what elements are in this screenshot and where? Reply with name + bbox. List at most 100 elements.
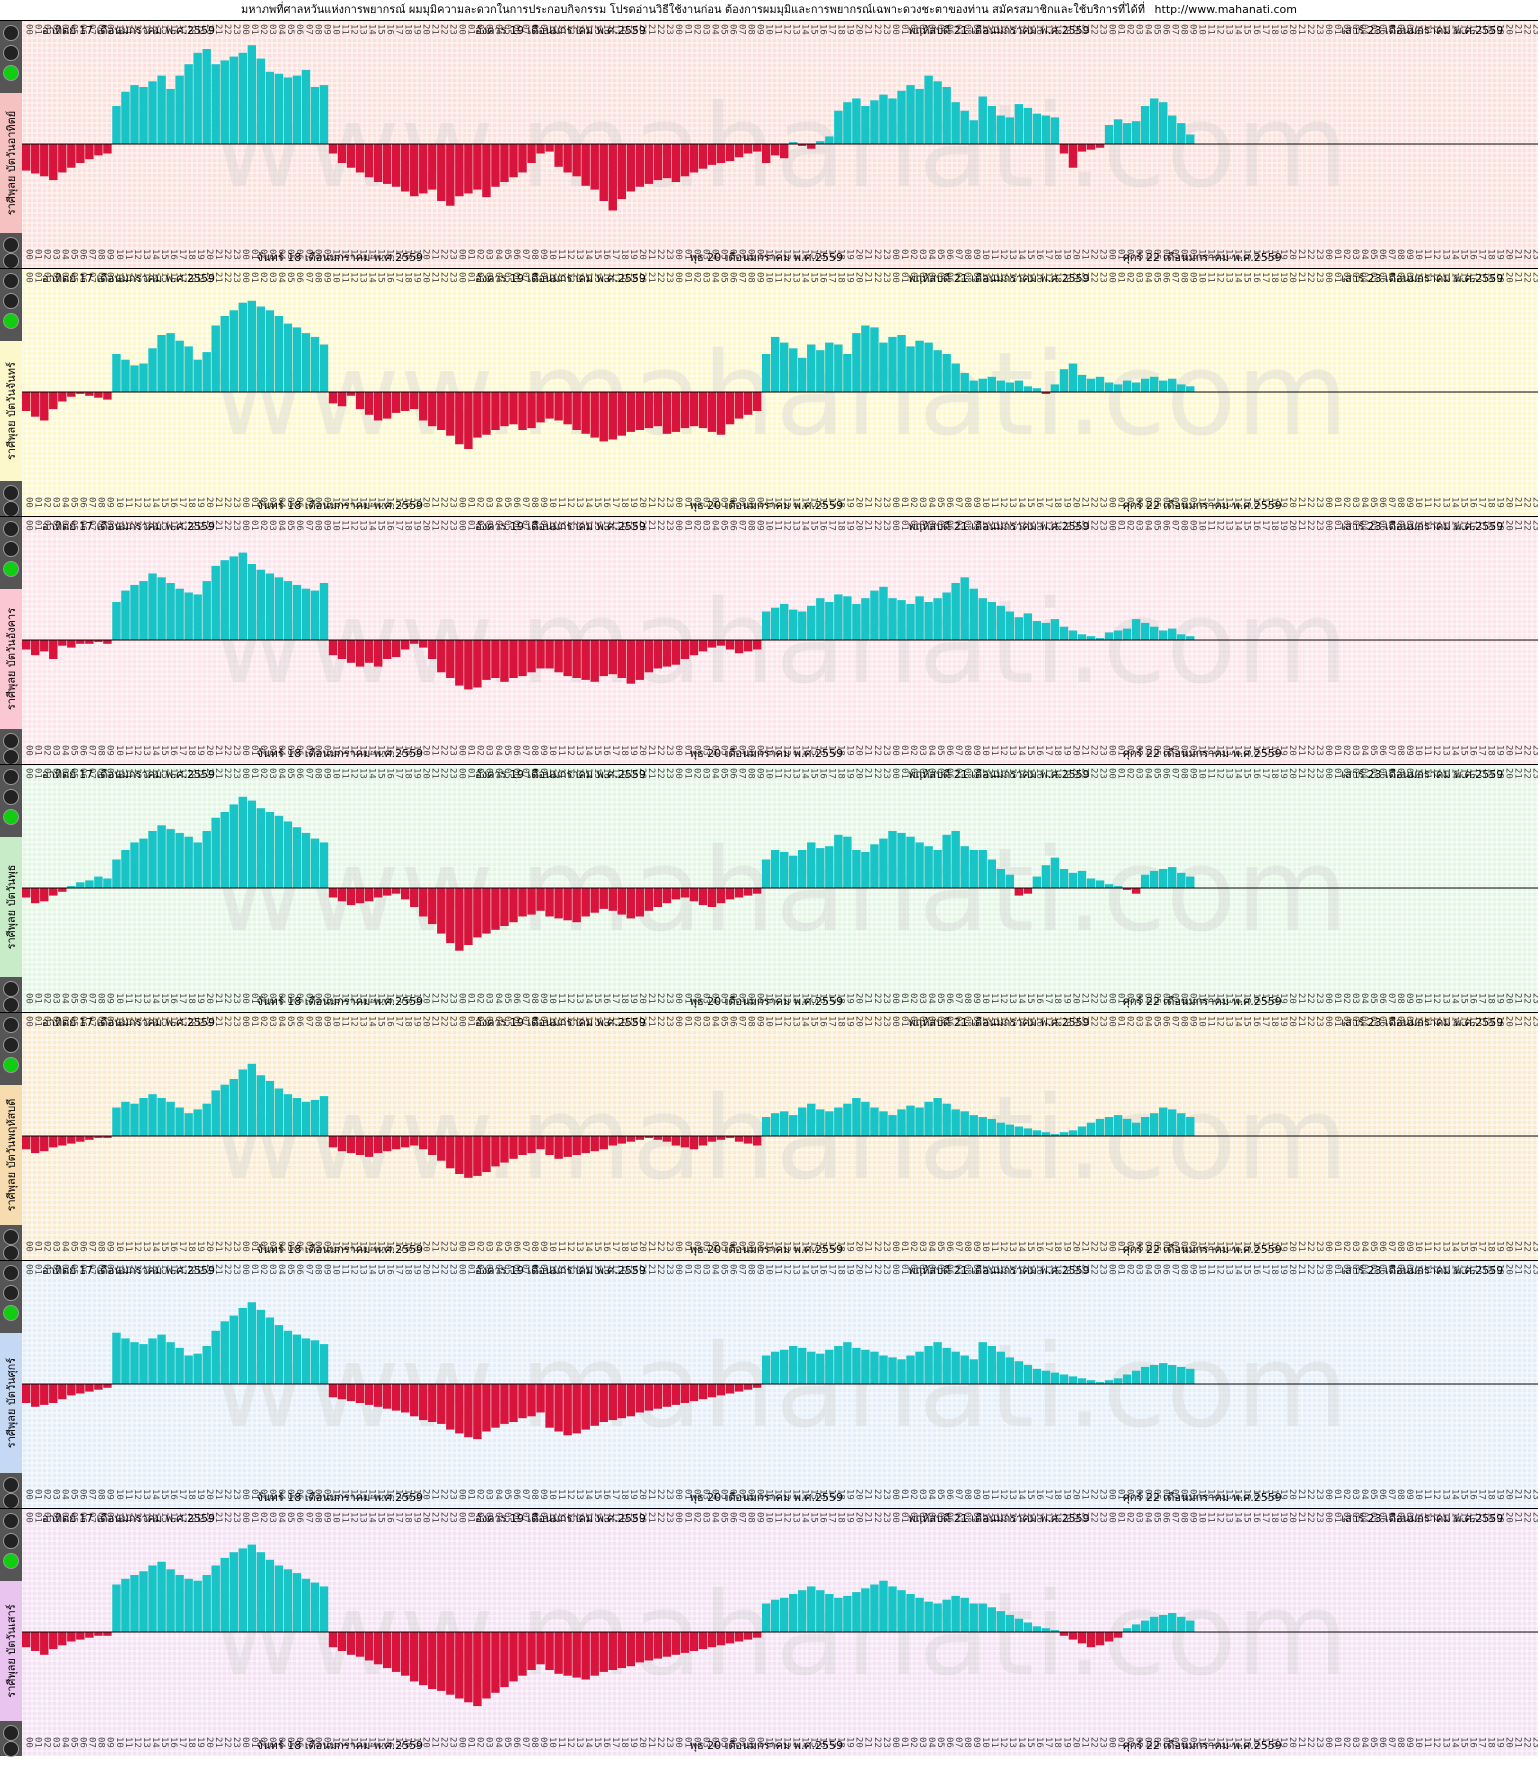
data-bar: [1005, 117, 1015, 144]
hour-tick-label: 17: [177, 1264, 187, 1275]
hour-tick-label: 00: [24, 24, 34, 35]
hour-tick-label: 08: [1179, 745, 1189, 756]
hour-tick-label: 16: [1034, 24, 1044, 35]
hour-tick-label: 05: [1368, 1241, 1378, 1252]
hour-tick-label: 07: [303, 993, 313, 1004]
hour-tick-label: 22: [222, 497, 232, 508]
hour-tick-label: 04: [1359, 249, 1369, 260]
off-lamp-icon: [3, 237, 19, 253]
hour-tick-label: 22: [1522, 1241, 1532, 1252]
data-bar: [428, 1136, 437, 1155]
data-bar: [671, 144, 681, 182]
hour-tick-label: 01: [249, 1241, 259, 1252]
data-bar: [1104, 1380, 1114, 1384]
hour-tick-label: 11: [1422, 497, 1432, 508]
data-bar: [933, 598, 942, 640]
hour-tick-label: 14: [583, 272, 593, 283]
data-bar: [373, 1384, 383, 1407]
hour-tick-label: 22: [655, 24, 665, 35]
hour-tick-label: 21: [1512, 520, 1522, 531]
hour-tick-label: 09: [321, 993, 331, 1004]
header-url[interactable]: http://www.mahanati.com: [1154, 3, 1297, 16]
hour-tick-label: 11: [989, 1016, 999, 1027]
hour-tick-label: 07: [520, 745, 530, 756]
hour-tick-label: 21: [863, 1016, 873, 1027]
data-bar: [1059, 369, 1069, 392]
data-bar: [1086, 144, 1096, 150]
hour-tick-label: 05: [718, 520, 728, 531]
hour-tick-label: 04: [1143, 1241, 1153, 1252]
hour-tick-label: 00: [240, 1489, 250, 1500]
hour-tick-label: 12: [998, 249, 1008, 260]
hour-tick-label: 05: [935, 768, 945, 779]
hour-tick-label: 20: [204, 24, 214, 35]
hour-tick-label: 20: [1287, 272, 1297, 283]
hour-tick-label: 21: [213, 745, 223, 756]
hour-tick-label: 14: [150, 497, 160, 508]
data-bar: [500, 888, 509, 926]
data-bar: [518, 1384, 527, 1419]
hour-tick-label: 00: [24, 497, 34, 508]
hour-tick-label: 21: [646, 745, 656, 756]
hour-tick-label: 23: [664, 745, 674, 756]
hour-tick-label: 01: [682, 520, 692, 531]
hour-tick-label: 11: [1206, 1264, 1216, 1275]
data-bar: [148, 573, 157, 640]
data-bar: [716, 640, 726, 646]
data-bar: [906, 1105, 915, 1136]
data-bar: [1032, 876, 1042, 888]
data-bar: [1077, 1378, 1087, 1384]
hour-tick-label: 17: [1260, 1016, 1270, 1027]
hour-tick-label: 04: [60, 249, 70, 260]
hour-tick-label: 22: [222, 1241, 232, 1252]
hour-tick-label: 14: [1449, 1016, 1459, 1027]
chart-panel: ราศีพุลย บัตวันพุธ www.mahanati.com 00 00 01…: [0, 764, 1538, 1013]
hour-tick-label: 02: [258, 993, 268, 1004]
hour-tick-label: 13: [357, 745, 367, 756]
hour-tick-label: 23: [1097, 520, 1107, 531]
hour-tick-label: 14: [1233, 272, 1243, 283]
hour-tick-label: 17: [394, 520, 404, 531]
data-bar: [924, 1346, 933, 1384]
hour-tick-label: 04: [926, 1489, 936, 1500]
data-bar: [193, 1109, 202, 1136]
data-bar: [319, 85, 329, 144]
hour-tick-label: 17: [394, 768, 404, 779]
hour-tick-label: 12: [1215, 272, 1225, 283]
data-bar: [220, 560, 229, 640]
hour-tick-label: 17: [1260, 249, 1270, 260]
data-bar: [1177, 123, 1186, 144]
hour-tick-label: 10: [1197, 497, 1207, 508]
hour-tick-label: 00: [890, 1016, 900, 1027]
data-bar: [716, 1136, 726, 1140]
data-bar: [238, 552, 247, 640]
hour-tick-label: 05: [285, 24, 295, 35]
hour-tick-label: 18: [1052, 993, 1062, 1004]
data-bar: [761, 144, 771, 163]
hour-tick-label: 02: [691, 768, 701, 779]
hour-tick-label: 05: [718, 1264, 728, 1275]
hour-tick-label: 08: [1179, 520, 1189, 531]
hour-tick-label: 13: [1007, 1016, 1017, 1027]
data-bar: [157, 75, 166, 144]
hour-tick-label: 14: [583, 993, 593, 1004]
data-bar: [518, 1136, 527, 1155]
hour-tick-label: 12: [782, 520, 792, 531]
hour-tick-label: 02: [42, 1241, 52, 1252]
hour-tick-label: 21: [1296, 768, 1306, 779]
panel-label: ราศีพุลย บัตวันพุธ: [5, 864, 18, 950]
data-bar: [121, 1338, 130, 1384]
data-bar: [428, 1384, 437, 1422]
hour-tick-label: 01: [899, 272, 909, 283]
hour-tick-label: 18: [1485, 1241, 1495, 1252]
hour-tick-label: 03: [484, 1489, 494, 1500]
hour-tick-label: 23: [1097, 497, 1107, 508]
data-bar: [608, 144, 617, 211]
hour-tick-label: 11: [773, 1489, 783, 1500]
data-bar: [816, 141, 825, 144]
hour-tick-label: 11: [1206, 1016, 1216, 1027]
data-bar: [238, 52, 247, 144]
hour-tick-label: 02: [691, 1489, 701, 1500]
hour-tick-label: 19: [412, 272, 422, 283]
hour-tick-label: 14: [1449, 745, 1459, 756]
